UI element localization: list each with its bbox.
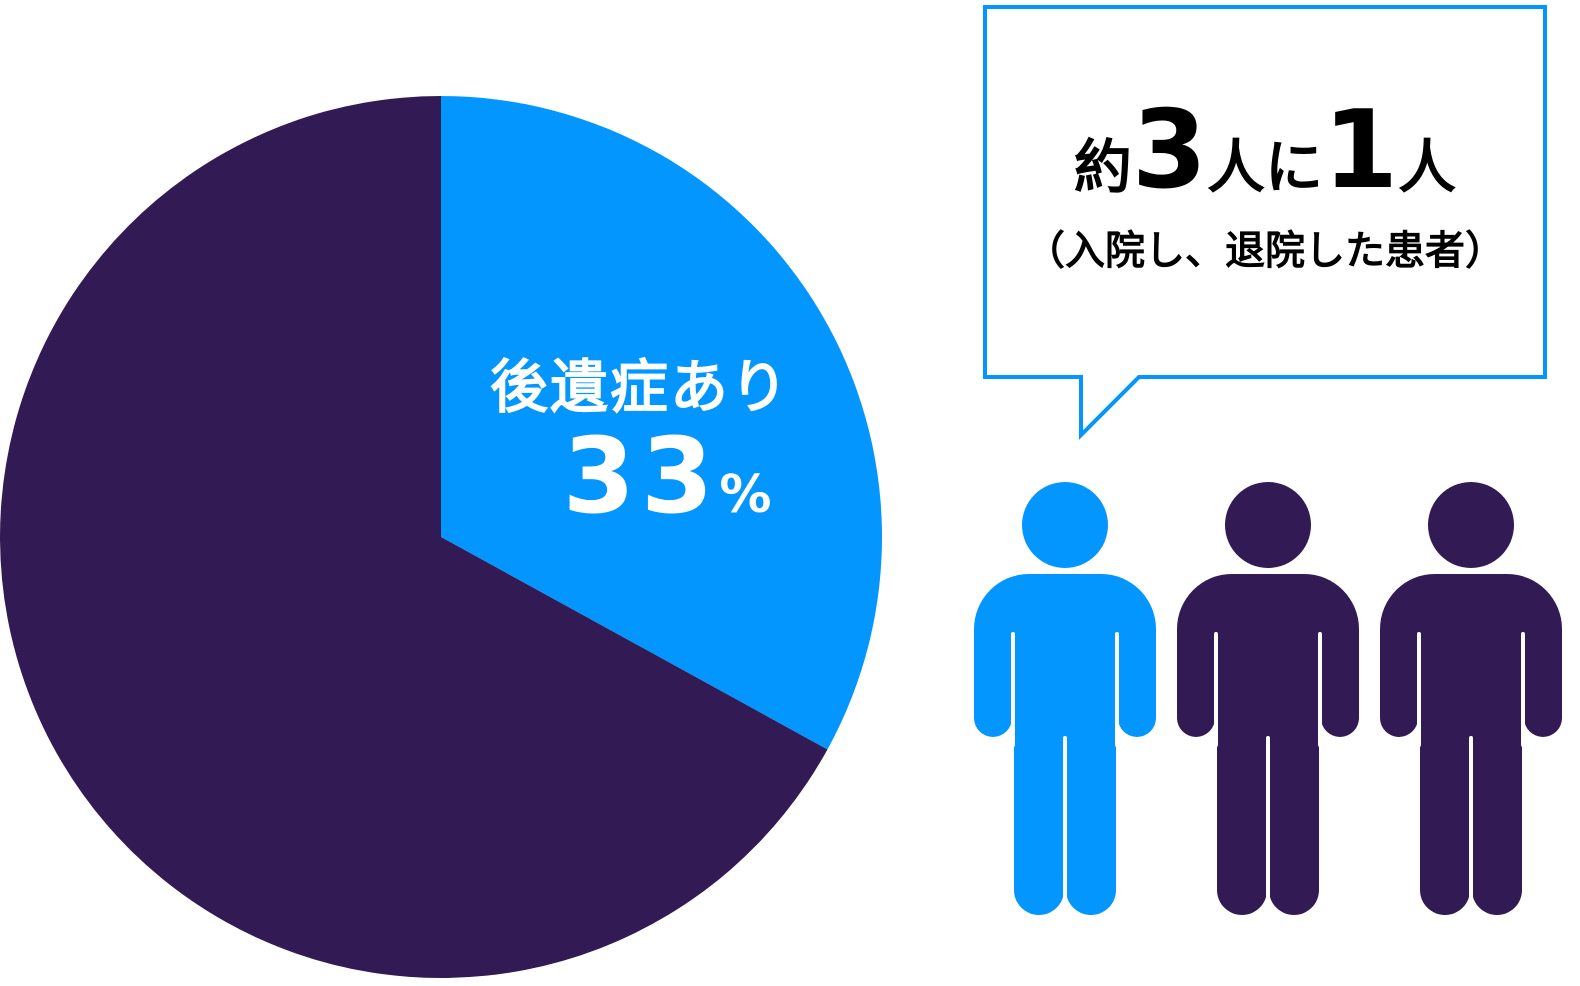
person-right-foot [1472, 865, 1522, 915]
slice-value-number: 33 [562, 415, 720, 537]
person-icon [974, 482, 1156, 922]
slice-label: 後遺症あり [489, 353, 790, 421]
person-icon [1380, 482, 1562, 922]
pie-chart [0, 96, 882, 978]
person-left-foot [1420, 865, 1470, 915]
person-left-hand [1380, 699, 1418, 737]
people-icons [974, 482, 1562, 922]
headline-suffix: 人 [1398, 133, 1457, 201]
headline-mid: 人に [1206, 133, 1323, 201]
callout-subline: （入院し、退院した患者） [1025, 228, 1505, 274]
person-left-hand [1177, 699, 1215, 737]
slice-value: 33% [540, 415, 800, 537]
slice-value-unit: % [719, 465, 778, 525]
person-head [1428, 482, 1514, 568]
person-right-foot [1066, 865, 1116, 915]
person-right-hand [1524, 699, 1562, 737]
pie-slice-1 [0, 96, 828, 978]
headline-num1: 3 [1131, 88, 1207, 213]
person-right-foot [1269, 865, 1319, 915]
person-right-hand [1321, 699, 1359, 737]
person-head [1225, 482, 1311, 568]
callout-headline: 約3人に1人 [1000, 88, 1530, 213]
person-head [1022, 482, 1108, 568]
person-left-foot [1014, 865, 1064, 915]
headline-prefix: 約 [1073, 133, 1132, 201]
person-left-hand [974, 699, 1012, 737]
pie-slice-0 [441, 96, 882, 750]
headline-num2: 1 [1323, 88, 1399, 213]
speech-bubble [983, 5, 1547, 440]
person-left-foot [1217, 865, 1267, 915]
person-icon [1177, 482, 1359, 922]
person-right-hand [1118, 699, 1156, 737]
